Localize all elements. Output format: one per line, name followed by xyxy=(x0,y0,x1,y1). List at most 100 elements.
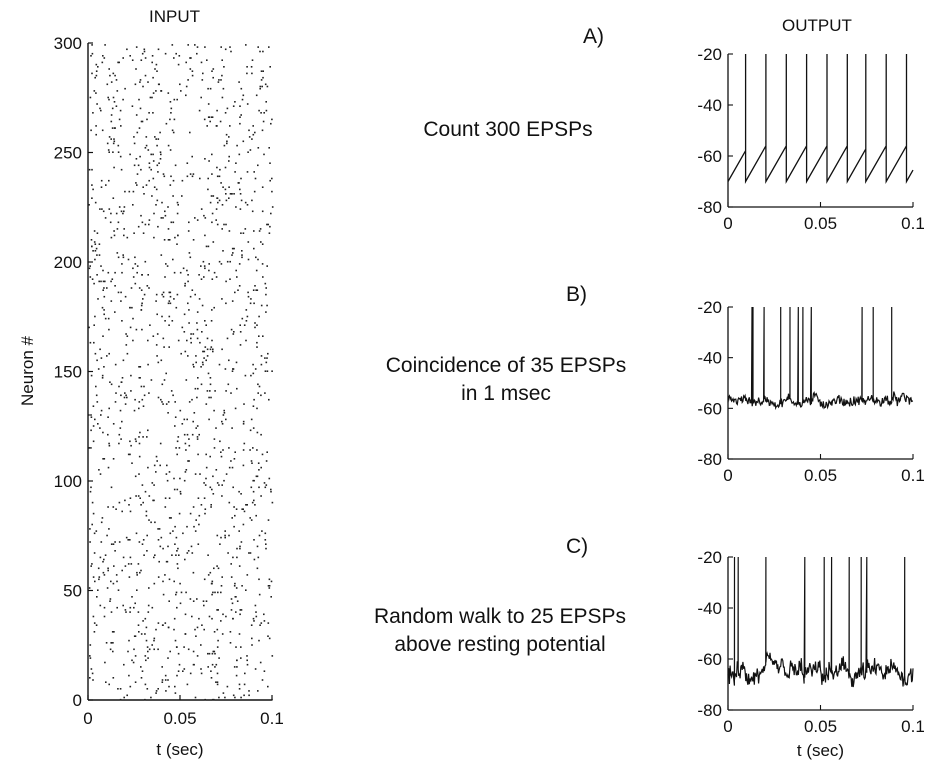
raster-spike-dot xyxy=(256,289,259,291)
raster-spike-dot xyxy=(205,477,207,480)
raster-spike-dot xyxy=(267,352,269,355)
panel-a-letter: A) xyxy=(583,25,604,48)
raster-spike-dot xyxy=(106,534,108,537)
raster-spike-dot xyxy=(147,149,150,151)
raster-spike-dot xyxy=(141,398,144,401)
raster-spike-dot xyxy=(114,541,116,543)
raster-spike-dot xyxy=(221,423,224,425)
panel-b-x-tick-label-0: 0 xyxy=(723,466,732,485)
raster-spike-dot xyxy=(169,149,172,151)
raster-spike-dot xyxy=(234,582,236,585)
raster-spike-dot xyxy=(186,339,188,342)
panel-b-y-tick-label-0: -20 xyxy=(697,298,722,317)
raster-spike-dot xyxy=(239,545,241,548)
raster-spike-dot xyxy=(210,670,212,672)
raster-spike-dot xyxy=(131,59,134,61)
raster-spike-dot xyxy=(144,260,147,263)
raster-spike-dot xyxy=(178,447,181,449)
raster-spike-dot xyxy=(128,504,130,506)
raster-spike-dot xyxy=(141,221,144,224)
raster-spike-dot xyxy=(240,87,243,90)
raster-spike-dot xyxy=(180,591,183,594)
raster-spike-dot xyxy=(103,57,106,59)
raster-spike-dot xyxy=(100,186,103,188)
raster-spike-dot xyxy=(187,274,189,276)
raster-spike-dot xyxy=(89,276,92,278)
raster-spike-dot xyxy=(266,357,268,359)
raster-spike-dot xyxy=(242,423,245,425)
raster-spike-dot xyxy=(165,372,167,375)
raster-spike-dot xyxy=(143,554,145,556)
raster-spike-dot xyxy=(196,337,199,340)
raster-spike-dot xyxy=(220,182,222,184)
raster-spike-dot xyxy=(224,112,227,114)
raster-spike-dot xyxy=(245,339,247,342)
raster-y-tick-label-6: 300 xyxy=(54,34,82,53)
raster-spike-dot xyxy=(152,335,155,337)
raster-spike-dot xyxy=(214,390,216,392)
raster-spike-dot xyxy=(209,390,211,392)
raster-spike-dot xyxy=(162,580,164,583)
raster-spike-dot xyxy=(253,558,256,561)
raster-spike-dot xyxy=(110,212,112,215)
raster-spike-dot xyxy=(221,59,223,61)
raster-spike-dot xyxy=(260,79,263,81)
raster-spike-dot xyxy=(102,560,104,563)
raster-spike-dot xyxy=(204,217,207,219)
raster-spike-dot xyxy=(225,223,227,226)
raster-spike-dot xyxy=(163,346,165,348)
raster-spike-dot xyxy=(270,488,272,491)
raster-spike-dot xyxy=(92,188,94,191)
raster-spike-dot xyxy=(225,193,227,195)
raster-spike-dot xyxy=(258,469,260,471)
raster-spike-dot xyxy=(245,309,248,311)
raster-spike-dot xyxy=(169,118,171,121)
raster-spike-dot xyxy=(164,497,167,499)
raster-spike-dot xyxy=(133,136,135,138)
raster-spike-dot xyxy=(205,324,207,326)
raster-spike-dot xyxy=(119,688,122,690)
raster-spike-dot xyxy=(95,70,98,72)
raster-spike-dot xyxy=(122,254,124,256)
raster-spike-dot xyxy=(242,420,245,423)
raster-spike-dot xyxy=(249,552,252,554)
raster-spike-dot xyxy=(120,291,122,294)
raster-spike-dot xyxy=(266,304,268,307)
raster-spike-dot xyxy=(248,129,250,132)
raster-spike-dot xyxy=(125,333,127,335)
raster-spike-dot xyxy=(89,528,91,530)
raster-spike-dot xyxy=(122,604,124,607)
raster-spike-dot xyxy=(91,197,93,199)
raster-spike-dot xyxy=(160,217,163,219)
raster-spike-dot xyxy=(167,302,170,305)
raster-spike-dot xyxy=(264,357,266,359)
raster-spike-dot xyxy=(168,315,171,318)
raster-spike-dot xyxy=(236,659,238,662)
raster-spike-dot xyxy=(135,182,137,184)
raster-spike-dot xyxy=(177,234,179,237)
raster-spike-dot xyxy=(110,120,113,123)
raster-spike-dot xyxy=(97,423,99,425)
raster-spike-dot xyxy=(220,620,222,622)
raster-spike-dot xyxy=(177,339,180,342)
raster-spike-dot xyxy=(208,396,210,399)
raster-spike-dot xyxy=(103,366,105,368)
raster-spike-dot xyxy=(155,471,157,473)
raster-spike-dot xyxy=(249,429,252,432)
raster-spike-dot xyxy=(203,628,205,631)
raster-spike-dot xyxy=(109,648,112,651)
raster-spike-dot xyxy=(133,606,135,609)
raster-spike-dot xyxy=(91,72,93,75)
raster-spike-dot xyxy=(265,287,267,289)
raster-spike-dot xyxy=(176,243,178,245)
raster-spike-dot xyxy=(155,293,158,296)
raster-spike-dot xyxy=(151,482,154,484)
raster-spike-dot xyxy=(185,379,188,381)
raster-spike-dot xyxy=(114,363,117,366)
raster-spike-dot xyxy=(266,223,268,226)
raster-spike-dot xyxy=(256,475,259,478)
raster-spike-dot xyxy=(228,447,230,449)
raster-spike-dot xyxy=(118,433,121,436)
raster-spike-dot xyxy=(157,622,160,624)
raster-spike-dot xyxy=(124,609,127,611)
